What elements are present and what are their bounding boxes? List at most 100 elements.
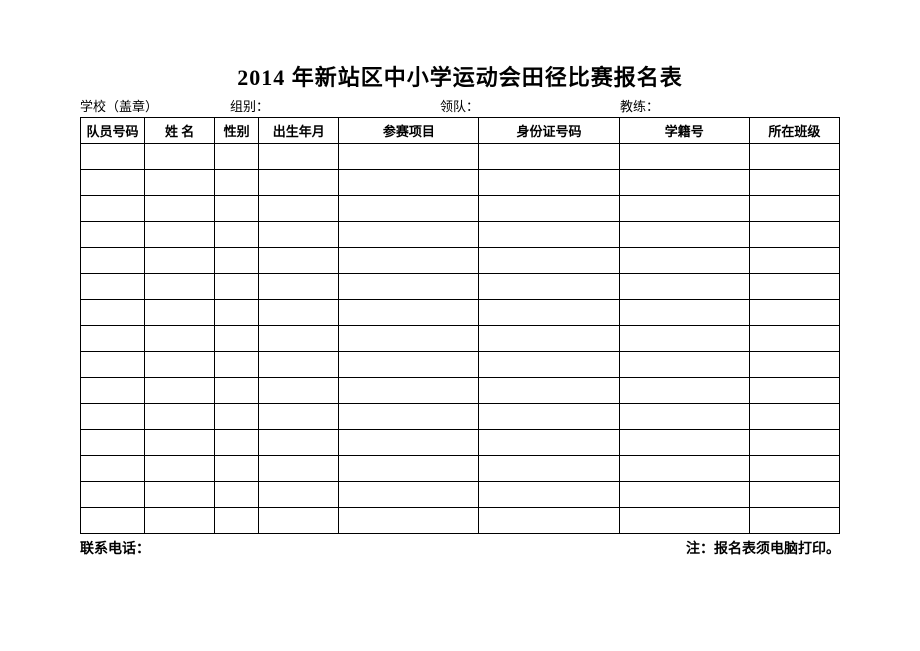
table-cell [81, 378, 145, 404]
table-cell [259, 274, 339, 300]
table-cell [479, 508, 619, 534]
table-cell [215, 378, 259, 404]
table-cell [215, 456, 259, 482]
table-cell [339, 378, 479, 404]
table-cell [339, 508, 479, 534]
table-cell [215, 352, 259, 378]
table-cell [749, 222, 839, 248]
table-row [81, 482, 840, 508]
table-cell [215, 170, 259, 196]
document-page: 2014 年新站区中小学运动会田径比赛报名表 学校（盖章） 组别： 领队： 教练… [0, 0, 920, 558]
footer-row: 联系电话： 注：报名表须电脑打印。 [80, 538, 840, 558]
table-cell [619, 482, 749, 508]
table-cell [259, 378, 339, 404]
table-cell [749, 508, 839, 534]
table-cell [81, 430, 145, 456]
table-cell [749, 170, 839, 196]
table-row [81, 378, 840, 404]
table-row [81, 508, 840, 534]
table-cell [339, 170, 479, 196]
table-row [81, 300, 840, 326]
table-cell [81, 326, 145, 352]
table-cell [81, 222, 145, 248]
table-cell [259, 170, 339, 196]
table-cell [215, 300, 259, 326]
table-cell [749, 378, 839, 404]
table-cell [339, 222, 479, 248]
table-cell [145, 248, 215, 274]
table-header-row: 队员号码 姓 名 性别 出生年月 参赛项目 身份证号码 学籍号 所在班级 [81, 118, 840, 144]
table-cell [145, 430, 215, 456]
table-row [81, 248, 840, 274]
table-cell [619, 430, 749, 456]
table-cell [81, 404, 145, 430]
table-cell [479, 430, 619, 456]
leader-label: 领队： [440, 96, 620, 115]
table-cell [215, 144, 259, 170]
table-cell [479, 274, 619, 300]
table-cell [749, 326, 839, 352]
table-cell [215, 248, 259, 274]
table-cell [339, 430, 479, 456]
table-cell [749, 144, 839, 170]
table-cell [259, 508, 339, 534]
registration-table: 队员号码 姓 名 性别 出生年月 参赛项目 身份证号码 学籍号 所在班级 [80, 117, 840, 534]
table-cell [619, 274, 749, 300]
table-cell [479, 482, 619, 508]
table-cell [479, 222, 619, 248]
col-events: 参赛项目 [339, 118, 479, 144]
table-cell [619, 326, 749, 352]
table-cell [339, 196, 479, 222]
table-cell [215, 404, 259, 430]
table-cell [479, 326, 619, 352]
table-cell [479, 170, 619, 196]
table-row [81, 170, 840, 196]
table-cell [81, 300, 145, 326]
table-row [81, 352, 840, 378]
table-cell [145, 222, 215, 248]
table-cell [81, 456, 145, 482]
table-cell [215, 430, 259, 456]
table-cell [145, 352, 215, 378]
table-row [81, 196, 840, 222]
table-cell [479, 144, 619, 170]
col-id-number: 身份证号码 [479, 118, 619, 144]
table-cell [215, 508, 259, 534]
col-player-number: 队员号码 [81, 118, 145, 144]
table-cell [619, 456, 749, 482]
table-cell [619, 404, 749, 430]
table-cell [619, 378, 749, 404]
table-cell [749, 274, 839, 300]
print-note: 注：报名表须电脑打印。 [686, 538, 840, 558]
table-row [81, 144, 840, 170]
table-cell [749, 456, 839, 482]
table-row [81, 326, 840, 352]
table-cell [259, 222, 339, 248]
table-cell [479, 248, 619, 274]
table-cell [619, 144, 749, 170]
table-cell [259, 248, 339, 274]
table-row [81, 404, 840, 430]
table-cell [619, 508, 749, 534]
table-cell [339, 482, 479, 508]
table-cell [479, 300, 619, 326]
table-cell [619, 170, 749, 196]
phone-label: 联系电话： [80, 538, 150, 558]
table-row [81, 274, 840, 300]
col-class: 所在班级 [749, 118, 839, 144]
table-cell [749, 300, 839, 326]
table-cell [81, 352, 145, 378]
table-cell [145, 456, 215, 482]
table-cell [619, 196, 749, 222]
table-cell [339, 352, 479, 378]
table-row [81, 222, 840, 248]
table-cell [479, 456, 619, 482]
table-cell [145, 144, 215, 170]
table-cell [145, 326, 215, 352]
table-cell [339, 300, 479, 326]
meta-row: 学校（盖章） 组别： 领队： 教练： [80, 96, 840, 115]
table-cell [145, 170, 215, 196]
table-cell [145, 300, 215, 326]
table-cell [81, 274, 145, 300]
table-cell [479, 404, 619, 430]
